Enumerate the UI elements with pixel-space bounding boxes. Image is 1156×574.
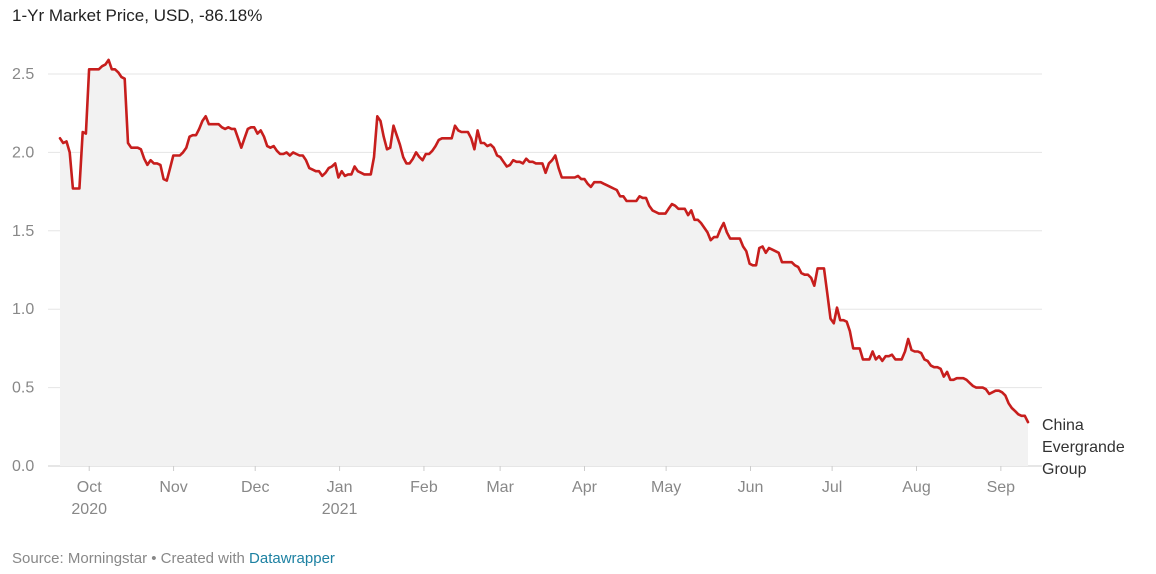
series-end-label-line: China — [1042, 417, 1084, 434]
y-tick-label: 1.5 — [12, 223, 34, 240]
footer-source: Source: Morningstar • Created with Dataw… — [12, 550, 335, 567]
x-tick-label: Jul — [822, 479, 842, 496]
series-line — [58, 58, 1030, 424]
y-tick-label: 2.0 — [12, 144, 34, 161]
x-tick-label: Apr — [572, 479, 598, 496]
chart-title: 1-Yr Market Price, USD, -86.18% — [12, 6, 263, 25]
x-tick-label: Nov — [159, 479, 187, 496]
x-tick-label: Feb — [410, 479, 438, 496]
datawrapper-link[interactable]: Datawrapper — [249, 550, 335, 567]
y-tick-label: 2.5 — [12, 66, 34, 83]
x-tick-label: May — [651, 479, 681, 496]
price-line-group — [58, 58, 1030, 424]
x-tick-label: Dec — [241, 479, 269, 496]
source-text: Source: Morningstar • Created with — [12, 550, 250, 567]
y-axis-ticks: 0.0 0.5 1.0 1.5 2.0 2.5 — [12, 66, 34, 475]
x-tick-label: Oct — [77, 479, 102, 496]
y-tick-label: 1.0 — [12, 301, 34, 318]
y-tick-label: 0.0 — [12, 458, 34, 475]
x-tick-label: Jun — [738, 479, 764, 496]
series-end-label: China Evergrande Group — [1042, 417, 1125, 478]
series-area — [60, 59, 1028, 467]
y-tick-label: 0.5 — [12, 380, 34, 397]
x-tick-sublabel: 2021 — [322, 501, 358, 518]
price-area — [60, 59, 1028, 467]
x-axis-ticks: Oct 2020 Nov Dec Jan 2021 Feb Mar Apr May Jun Jul Au… — [71, 466, 1015, 518]
x-tick-sublabel: 2020 — [71, 501, 107, 518]
x-tick-label: Sep — [987, 479, 1016, 496]
x-tick-label: Aug — [902, 479, 930, 496]
x-tick-label: Mar — [486, 479, 514, 496]
x-tick-label: Jan — [327, 479, 353, 496]
series-end-label-line: Evergrande — [1042, 439, 1125, 456]
series-end-label-line: Group — [1042, 461, 1087, 478]
